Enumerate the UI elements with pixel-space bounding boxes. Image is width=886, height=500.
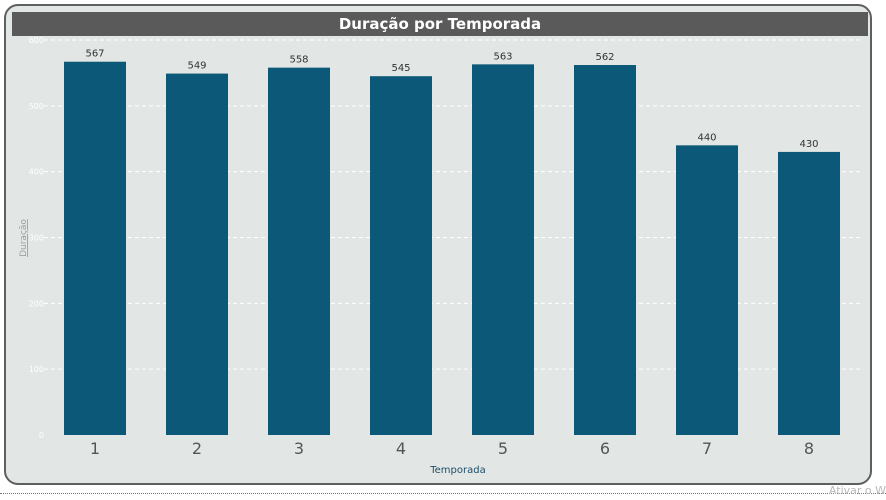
watermark-text: Ativar o W [828,484,886,497]
x-axis-label: Temporada [429,465,485,476]
data-label: 563 [493,51,512,62]
y-tick-label: 400 [29,168,44,177]
data-label: 567 [85,49,104,60]
y-tick-label: 300 [29,234,44,243]
y-axis-label: Duração [19,219,29,257]
x-tick-label: 2 [192,439,202,458]
bar [64,61,126,435]
bar [370,76,432,435]
x-tick-label: 5 [498,439,508,458]
data-label: 430 [799,139,818,150]
bar [268,67,330,436]
x-tick-label: 4 [396,439,406,458]
x-tick-label: 1 [90,439,100,458]
data-label: 440 [697,132,716,143]
bar [472,64,534,435]
y-tick-label: 500 [29,102,44,111]
data-label: 558 [289,55,308,66]
x-tick-label: 6 [600,439,610,458]
y-tick-label: 600 [29,36,44,45]
bar [778,151,840,435]
x-tick-label: 8 [804,439,814,458]
page-divider [0,493,886,494]
bar [166,73,228,435]
x-tick-label: 7 [702,439,712,458]
x-tick-label: 3 [294,439,304,458]
y-tick-label: 200 [29,299,44,308]
y-tick-label: 0 [39,431,44,440]
y-tick-label: 100 [29,365,44,374]
data-label: 549 [187,61,206,72]
bar [676,145,738,436]
bar [574,65,636,436]
data-label: 562 [595,52,614,63]
chart-title: Duração por Temporada [12,12,868,36]
data-label: 545 [391,63,410,74]
